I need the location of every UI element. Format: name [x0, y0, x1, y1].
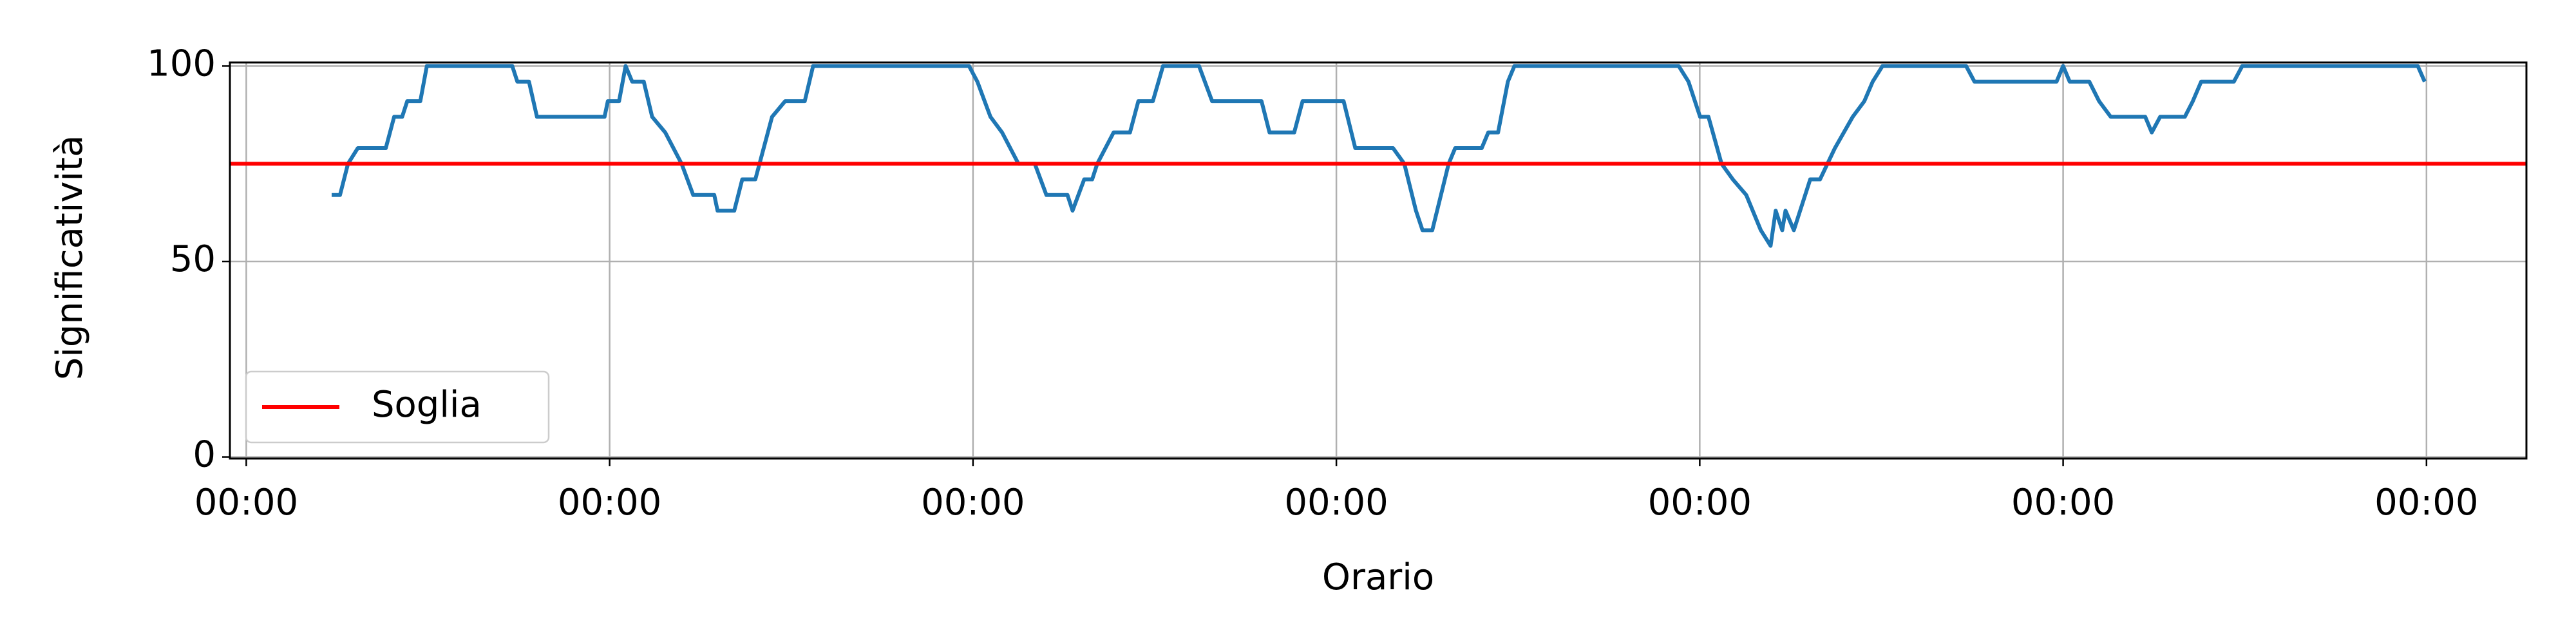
- data-line: [331, 64, 2427, 248]
- y-tick-label: 50: [170, 238, 216, 280]
- x-tick-label: 00:00: [921, 482, 1025, 524]
- y-axis-label: Significatività: [49, 135, 91, 381]
- x-tick-label: 00:00: [2374, 482, 2478, 524]
- y-tick-label: 0: [193, 434, 216, 476]
- x-tick-label: 00:00: [558, 482, 661, 524]
- legend-box: [245, 370, 550, 444]
- x-tick-label: 00:00: [194, 482, 298, 524]
- legend-label: Soglia: [372, 384, 482, 426]
- x-tick-label: 00:00: [1648, 482, 1752, 524]
- x-axis-label: Orario: [1322, 556, 1434, 598]
- y-tick-label: 100: [147, 43, 216, 85]
- x-tick-label: 00:00: [1284, 482, 1388, 524]
- x-tick-label: 00:00: [2011, 482, 2115, 524]
- axes-frame: [229, 61, 2528, 460]
